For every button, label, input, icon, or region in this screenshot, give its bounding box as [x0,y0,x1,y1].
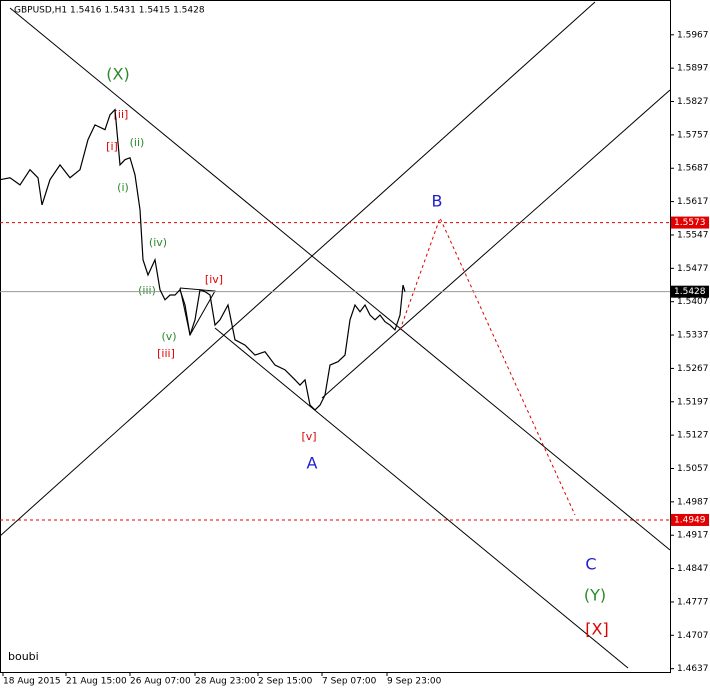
wave-label: [ii] [114,108,129,121]
y-tick-label: 1.5267 [677,364,709,374]
wave-label: [iii] [157,347,175,360]
y-tick-label: 1.4847 [677,564,709,574]
level-label: 1.5573 [674,218,706,228]
wave-label: B [432,192,443,211]
y-tick-label: 1.4637 [677,664,709,674]
wave-label: (v) [161,330,176,343]
level-box [671,513,709,526]
wave-label: (iv) [149,236,167,249]
y-tick-label: 1.5547 [677,230,709,240]
y-tick-label: 1.4917 [677,531,709,541]
wave-label: (Y) [584,586,606,605]
y-tick-label: 1.5127 [677,431,709,441]
x-tick-label: 28 Aug 23:00 [195,677,256,687]
wave-label: (iii) [138,284,156,297]
y-tick-label: 1.5897 [677,64,709,74]
wave-label: (i) [117,181,129,194]
wave-label: C [585,555,596,574]
y-tick-label: 1.5407 [677,297,709,307]
channel-line [0,1,596,537]
channel-lines [0,1,671,669]
y-tick-label: 1.5687 [677,164,709,174]
y-tick-label: 1.5617 [677,197,709,207]
y-tick-label: 1.5967 [677,30,709,40]
x-tick-label: 9 Sep 23:00 [387,677,442,687]
x-tick-label: 18 Aug 2015 [3,677,61,687]
wave-label: [v] [301,430,316,443]
price-line [0,108,406,411]
level-label: 1.5428 [674,287,706,297]
y-tick-label: 1.5057 [677,464,709,474]
channel-line [9,7,671,551]
x-tick-label: 2 Sep 15:00 [258,677,313,687]
x-tick-label: 7 Sep 07:00 [322,677,377,687]
y-tick-label: 1.5337 [677,331,709,341]
wave-label: A [307,454,318,473]
wave-label: [X] [585,620,608,639]
y-tick-label: 1.5757 [677,130,709,140]
annotations: (X) [ii] [i] (ii) (i) (iv) (iii) [iv] (v… [106,65,609,639]
x-tick-label: 26 Aug 07:00 [130,677,191,687]
channel-line [321,89,671,399]
y-tick-label: 1.5827 [677,97,709,107]
level-box [671,285,709,298]
channel-line [214,327,629,669]
y-tick-label: 1.4987 [677,497,709,507]
y-tick-label: 1.4707 [677,631,709,641]
y-tick-label: 1.5477 [677,264,709,274]
footer: boubi [8,650,39,663]
y-tick-label: 1.4777 [677,597,709,607]
plot-frame [0,0,671,673]
x-tick-label: 21 Aug 15:00 [66,677,127,687]
y-tick-label: 1.5197 [677,397,709,407]
triangle [179,287,216,337]
level-box [671,216,709,229]
forecast-path [399,216,576,516]
wave-label: [iv] [205,273,223,286]
header: GBPUSD,H1 1.5416 1.5431 1.5415 1.5428 [14,6,205,16]
wave-label: [i] [106,140,118,153]
wave-label: (ii) [130,136,145,149]
wave-label: (X) [106,65,129,84]
level-label: 1.4949 [674,515,706,525]
